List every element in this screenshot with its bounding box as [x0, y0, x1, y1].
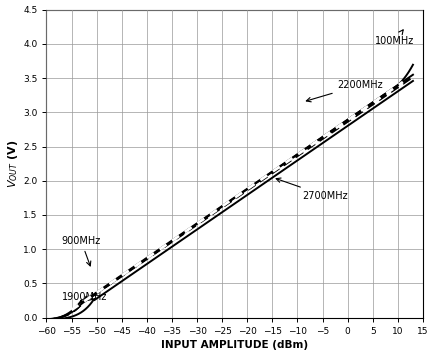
- Text: 2200MHz: 2200MHz: [306, 80, 382, 102]
- Text: 900MHz: 900MHz: [61, 236, 101, 266]
- Y-axis label: $V_{OUT}$ (V): $V_{OUT}$ (V): [6, 140, 20, 188]
- Text: 2700MHz: 2700MHz: [276, 178, 347, 201]
- X-axis label: INPUT AMPLITUDE (dBm): INPUT AMPLITUDE (dBm): [161, 340, 308, 350]
- Text: 1900MHz: 1900MHz: [61, 292, 107, 302]
- Text: 100MHz: 100MHz: [375, 30, 414, 46]
